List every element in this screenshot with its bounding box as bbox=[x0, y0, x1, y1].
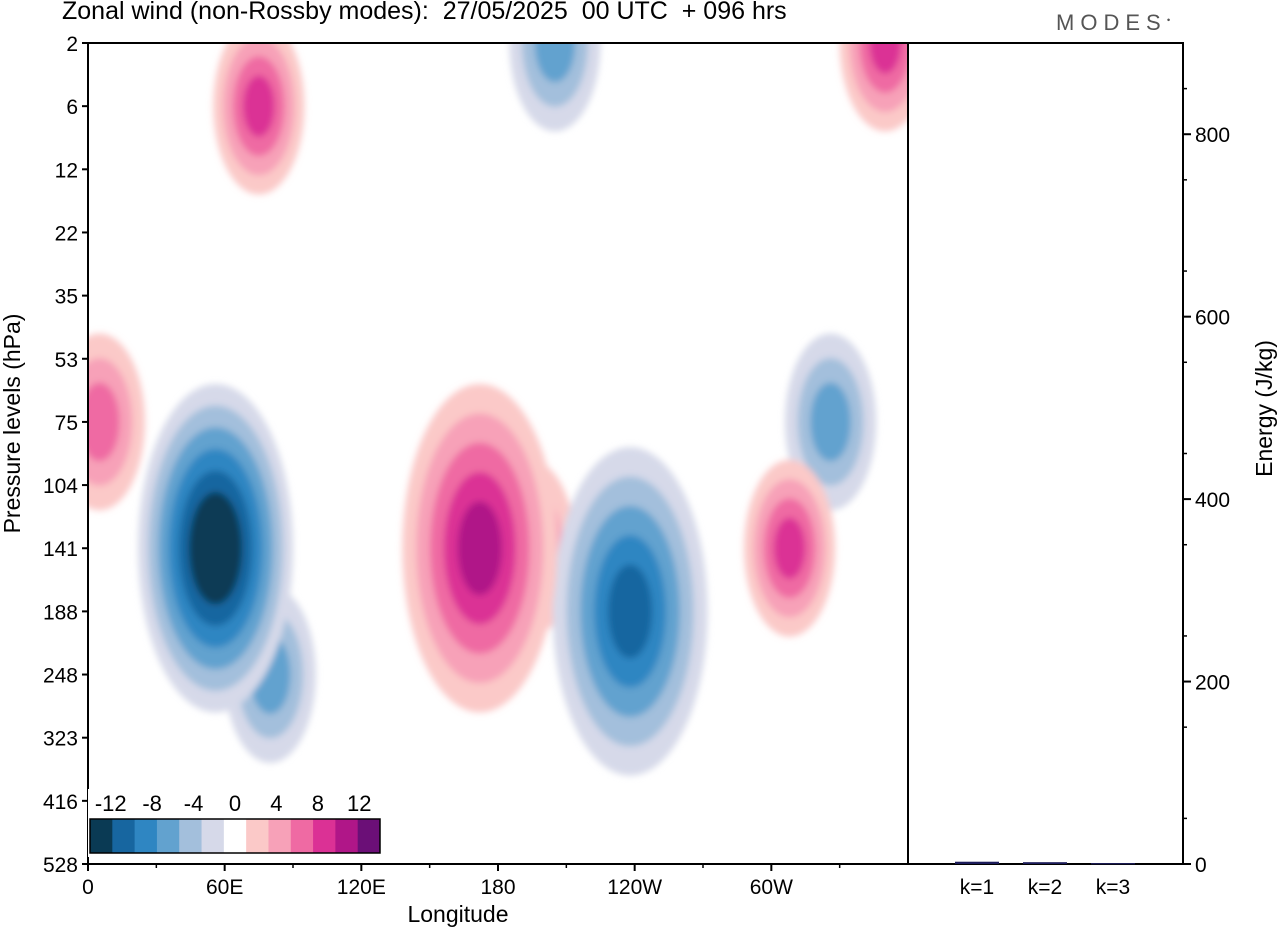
contour-band-6-4 bbox=[242, 75, 275, 137]
contour-band-8-5 bbox=[607, 564, 653, 659]
colorbar-tick-label: 4 bbox=[270, 791, 282, 816]
energy-tick-label: 0 bbox=[1195, 854, 1207, 877]
colorbar: -12 -8 -4 0 4 8 12 bbox=[88, 789, 382, 857]
colorbar-tick-label: -12 bbox=[95, 791, 127, 816]
colorbar-cell bbox=[156, 819, 180, 853]
y-tick-label: 416 bbox=[43, 791, 78, 814]
contour-band-3-3 bbox=[88, 382, 120, 462]
colorbar-cell bbox=[223, 819, 247, 853]
energy-tick-label: 600 bbox=[1195, 307, 1230, 330]
y-tick-label: 104 bbox=[43, 475, 78, 498]
colorbar-cell bbox=[201, 819, 225, 853]
y-tick-label: 35 bbox=[55, 286, 78, 309]
x-tick-label: 120E bbox=[337, 876, 386, 899]
heatmap-field bbox=[88, 43, 908, 864]
colorbar-tick-label: 0 bbox=[229, 791, 241, 816]
energy-tick-label: 400 bbox=[1195, 489, 1230, 512]
contour-band-9-5 bbox=[457, 501, 502, 596]
colorbar-cell bbox=[134, 819, 158, 853]
y-tick-label: 248 bbox=[43, 665, 78, 688]
y-tick-label: 323 bbox=[43, 728, 78, 751]
x-axis-title: Longitude bbox=[407, 901, 508, 927]
contour-band-1-3 bbox=[810, 382, 851, 462]
energy-bar-k=2 bbox=[1023, 862, 1067, 864]
colorbar-cell bbox=[290, 819, 314, 853]
contour-band-10-7 bbox=[199, 513, 232, 583]
y-tick-label: 22 bbox=[55, 222, 78, 245]
energy-bar-label: k=3 bbox=[1096, 876, 1130, 899]
colorbar-cell bbox=[112, 819, 136, 853]
energy-bar-k=3 bbox=[1091, 863, 1135, 865]
energy-plot-frame bbox=[907, 42, 1184, 865]
contour-band-2-3 bbox=[534, 43, 576, 83]
contour-band-7-4 bbox=[869, 43, 902, 74]
brand-logo: MODES● bbox=[1056, 10, 1171, 35]
y-tick-label: 6 bbox=[66, 96, 78, 119]
x-tick-label: 180 bbox=[480, 876, 515, 899]
energy-axis-title: Energy (J/kg) bbox=[1251, 340, 1277, 477]
x-tick-label: 120W bbox=[607, 876, 662, 899]
brand-text: MODES bbox=[1056, 10, 1167, 35]
colorbar-frame bbox=[89, 818, 381, 854]
colorbar-cell bbox=[313, 819, 336, 853]
energy-tick-label: 800 bbox=[1195, 124, 1230, 147]
x-tick-label: 0 bbox=[82, 876, 94, 899]
y-tick-label: 53 bbox=[55, 349, 78, 372]
energy-tick-label: 200 bbox=[1195, 672, 1230, 695]
energy-bar-label: k=1 bbox=[960, 876, 994, 899]
y-tick-label: 188 bbox=[43, 601, 78, 624]
chart-title: Zonal wind (non-Rossby modes): 27/05/202… bbox=[62, 0, 787, 25]
y-axis-title: Pressure levels (hPa) bbox=[0, 314, 25, 534]
y-tick-label: 528 bbox=[43, 854, 78, 877]
colorbar-tick-label: -4 bbox=[184, 791, 204, 816]
colorbar-tick-label: -8 bbox=[142, 791, 162, 816]
y-tick-label: 75 bbox=[55, 412, 78, 435]
y-tick-label: 141 bbox=[43, 538, 78, 561]
energy-bar-k=1 bbox=[955, 861, 999, 864]
colorbar-cell bbox=[335, 819, 359, 853]
colorbar-cell bbox=[246, 819, 269, 853]
colorbar-cell bbox=[90, 819, 113, 853]
x-tick-label: 60E bbox=[206, 876, 243, 899]
colorbar-tick-label: 8 bbox=[312, 791, 324, 816]
energy-bars: k=1 k=2 k=3 bbox=[955, 861, 1135, 899]
energy-bar-label: k=2 bbox=[1028, 876, 1062, 899]
y-tick-label: 12 bbox=[55, 159, 78, 182]
x-tick-label: 60W bbox=[750, 876, 793, 899]
colorbar-cell bbox=[268, 819, 292, 853]
colorbar-tick-label: 12 bbox=[347, 791, 371, 816]
colorbar-cell bbox=[357, 819, 381, 853]
y-tick-label: 2 bbox=[66, 33, 78, 56]
heatmap-contours bbox=[88, 43, 908, 776]
contour-band-5-4 bbox=[773, 517, 806, 579]
colorbar-cell bbox=[179, 819, 203, 853]
